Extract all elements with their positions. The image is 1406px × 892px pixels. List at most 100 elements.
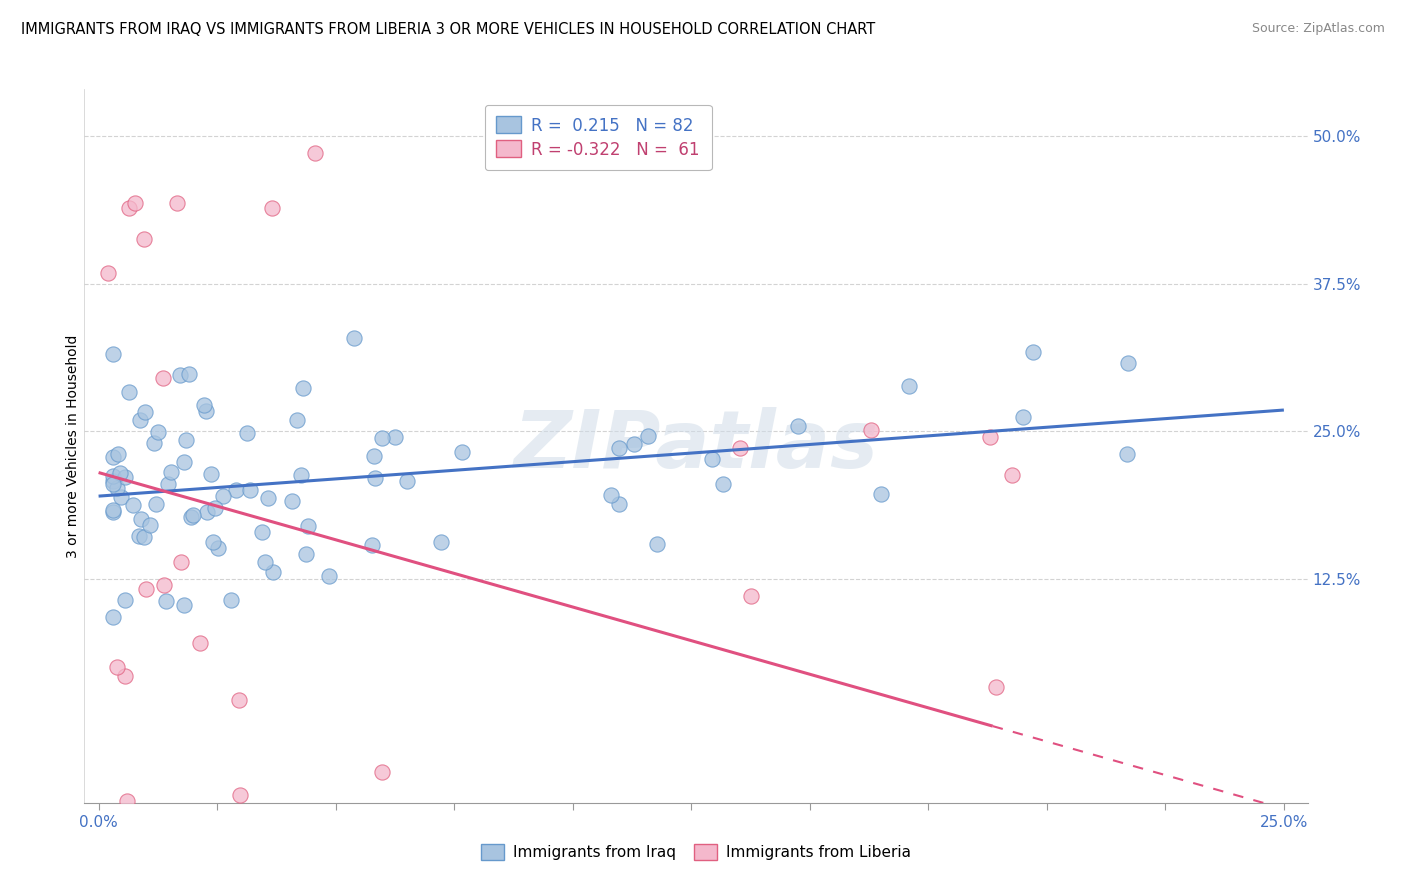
Point	[260, 201, 283, 215]
Point	[188, 636, 211, 650]
Point	[273, 855, 295, 870]
Point	[979, 430, 1001, 444]
Point	[225, 483, 247, 497]
Point	[623, 437, 645, 451]
Point	[101, 504, 124, 518]
Point	[281, 494, 304, 508]
Point	[169, 368, 191, 382]
Point	[197, 505, 219, 519]
Point	[986, 680, 1008, 694]
Point	[711, 477, 734, 491]
Point	[159, 465, 181, 479]
Text: IMMIGRANTS FROM IRAQ VS IMMIGRANTS FROM LIBERIA 3 OR MORE VEHICLES IN HOUSEHOLD : IMMIGRANTS FROM IRAQ VS IMMIGRANTS FROM …	[21, 22, 876, 37]
Point	[173, 455, 195, 469]
Point	[859, 423, 882, 437]
Point	[170, 555, 193, 569]
Point	[239, 483, 262, 497]
Point	[114, 470, 136, 484]
Point	[898, 379, 921, 393]
Point	[105, 660, 128, 674]
Point	[156, 476, 179, 491]
Point	[129, 413, 152, 427]
Point	[295, 547, 318, 561]
Point	[173, 598, 195, 612]
Point	[371, 431, 394, 445]
Point	[297, 519, 319, 533]
Point	[1001, 468, 1024, 483]
Point	[700, 451, 723, 466]
Point	[212, 489, 235, 503]
Point	[204, 501, 226, 516]
Point	[360, 538, 382, 552]
Point	[661, 134, 683, 148]
Point	[384, 430, 406, 444]
Legend: Immigrants from Iraq, Immigrants from Liberia: Immigrants from Iraq, Immigrants from Li…	[475, 838, 917, 866]
Point	[124, 195, 146, 210]
Point	[129, 512, 152, 526]
Point	[193, 398, 215, 412]
Point	[200, 467, 222, 482]
Point	[146, 425, 169, 439]
Point	[101, 469, 124, 483]
Point	[105, 481, 128, 495]
Point	[1116, 355, 1139, 369]
Text: ZIPatlas: ZIPatlas	[513, 407, 879, 485]
Point	[607, 497, 630, 511]
Point	[128, 529, 150, 543]
Point	[118, 202, 141, 216]
Point	[599, 488, 621, 502]
Point	[290, 468, 312, 483]
Point	[396, 474, 419, 488]
Point	[870, 487, 893, 501]
Point	[156, 846, 179, 860]
Point	[728, 441, 751, 455]
Point	[101, 476, 124, 491]
Point	[787, 419, 810, 434]
Point	[101, 474, 124, 488]
Point	[143, 436, 166, 450]
Point	[134, 404, 156, 418]
Point	[135, 582, 157, 597]
Point	[430, 534, 453, 549]
Point	[254, 555, 277, 569]
Point	[1115, 447, 1137, 461]
Point	[107, 447, 129, 461]
Point	[114, 593, 136, 607]
Point	[179, 368, 201, 382]
Point	[122, 498, 145, 512]
Point	[343, 331, 366, 345]
Point	[364, 471, 387, 485]
Point	[1022, 345, 1045, 359]
Y-axis label: 3 or more Vehicles in Household: 3 or more Vehicles in Household	[66, 334, 80, 558]
Point	[101, 609, 124, 624]
Point	[166, 196, 188, 211]
Point	[174, 434, 197, 448]
Point	[101, 503, 124, 517]
Point	[371, 765, 394, 780]
Point	[1012, 410, 1035, 425]
Point	[115, 795, 138, 809]
Point	[207, 541, 229, 556]
Point	[114, 669, 136, 683]
Point	[134, 530, 156, 544]
Point	[318, 569, 340, 583]
Point	[451, 445, 474, 459]
Point	[229, 788, 252, 802]
Point	[221, 593, 243, 607]
Point	[101, 347, 124, 361]
Point	[152, 371, 174, 385]
Point	[262, 566, 284, 580]
Point	[363, 449, 385, 463]
Point	[252, 524, 274, 539]
Point	[108, 466, 131, 480]
Point	[291, 381, 314, 395]
Point	[118, 384, 141, 399]
Point	[97, 35, 120, 49]
Point	[607, 441, 630, 455]
Point	[257, 491, 280, 506]
Point	[304, 146, 326, 161]
Point	[180, 510, 202, 524]
Point	[155, 594, 177, 608]
Point	[201, 534, 224, 549]
Point	[97, 266, 120, 280]
